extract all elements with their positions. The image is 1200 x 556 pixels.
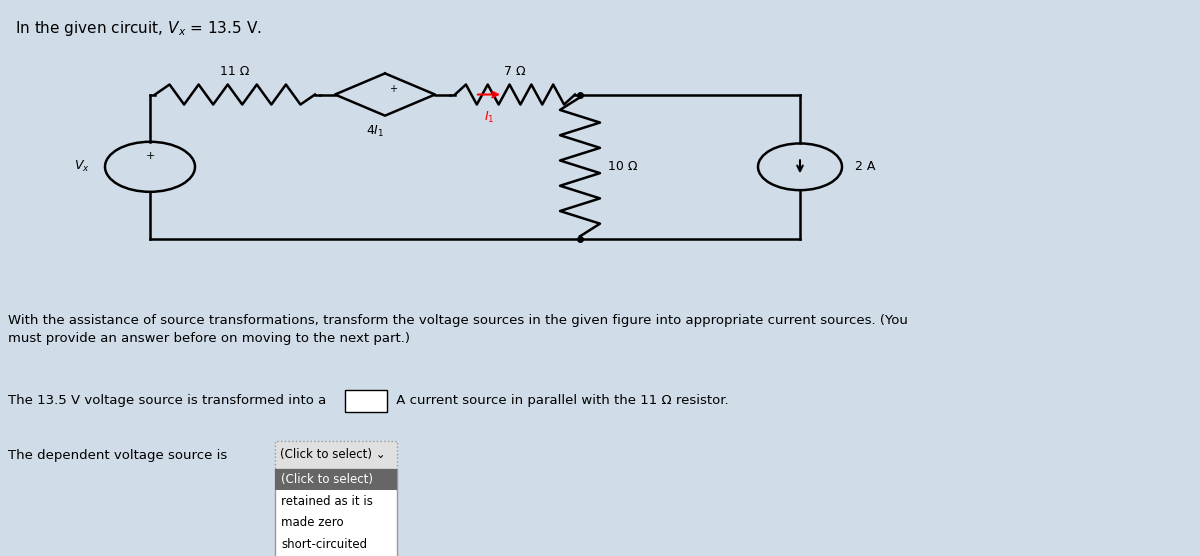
Text: In the given circuit, $V_x$ = 13.5 V.: In the given circuit, $V_x$ = 13.5 V.: [14, 19, 262, 38]
Text: +: +: [389, 84, 397, 94]
Text: 11 Ω: 11 Ω: [221, 65, 250, 78]
Text: $4I_1$: $4I_1$: [366, 124, 384, 139]
FancyBboxPatch shape: [275, 469, 397, 490]
Text: $V_x$: $V_x$: [74, 159, 90, 175]
FancyBboxPatch shape: [346, 390, 386, 412]
Text: 7 Ω: 7 Ω: [504, 65, 526, 78]
FancyBboxPatch shape: [275, 441, 397, 469]
Text: (Click to select) ⌄: (Click to select) ⌄: [280, 449, 385, 461]
Text: short-circuited: short-circuited: [281, 538, 367, 551]
Text: A current source in parallel with the 11 Ω resistor.: A current source in parallel with the 11…: [392, 394, 728, 408]
FancyBboxPatch shape: [275, 469, 397, 556]
Text: The 13.5 V voltage source is transformed into a: The 13.5 V voltage source is transformed…: [8, 394, 330, 408]
Text: +: +: [145, 151, 155, 161]
Text: With the assistance of source transformations, transform the voltage sources in : With the assistance of source transforma…: [8, 314, 908, 345]
Text: (Click to select): (Click to select): [281, 473, 373, 486]
Text: $I_1$: $I_1$: [484, 110, 494, 125]
Text: made zero: made zero: [281, 516, 343, 529]
Text: 2 A: 2 A: [856, 160, 875, 173]
Text: The dependent voltage source is: The dependent voltage source is: [8, 449, 227, 463]
Text: 10 Ω: 10 Ω: [608, 160, 637, 173]
Text: retained as it is: retained as it is: [281, 495, 373, 508]
